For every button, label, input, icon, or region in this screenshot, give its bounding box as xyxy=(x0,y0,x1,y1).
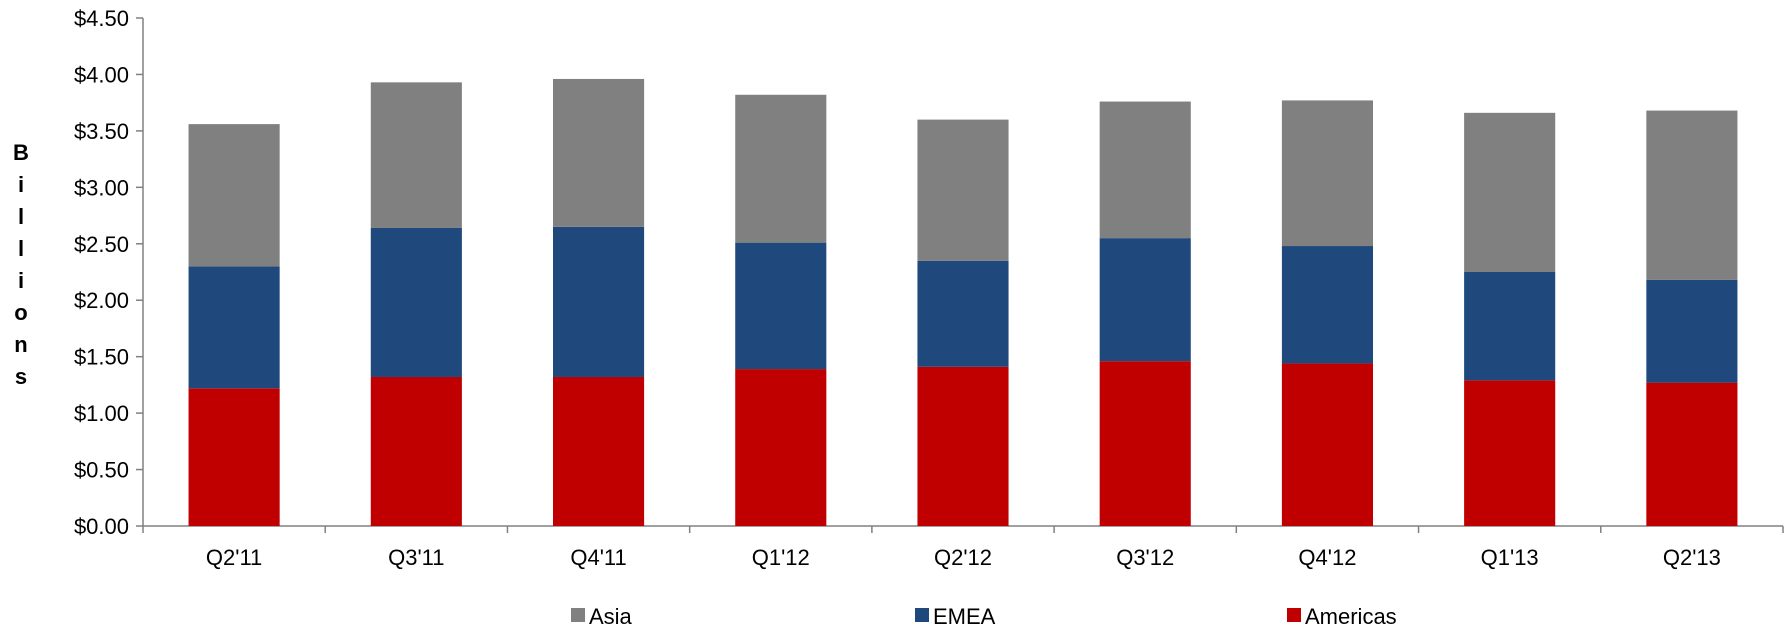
bar-asia-3 xyxy=(735,94,827,243)
x-tick-label: Q3'12 xyxy=(1116,545,1174,570)
bar-americas-7 xyxy=(1464,380,1556,526)
bar-asia-4 xyxy=(917,119,1009,261)
x-axis: Q2'11 Q3'11 Q4'11 Q1'12 Q2'12 Q3'12 Q4'12 Q1'13… xyxy=(142,525,1784,570)
legend-swatch-asia xyxy=(571,608,585,622)
legend-swatch-americas xyxy=(1287,608,1301,622)
y-tick-label: $1.00 xyxy=(74,401,129,426)
bar-americas-2 xyxy=(553,376,645,526)
bar-asia-0 xyxy=(188,124,280,267)
bar-asia-7 xyxy=(1464,112,1556,273)
x-tick-label: Q1'13 xyxy=(1481,545,1539,570)
x-tick-label: Q1'12 xyxy=(752,545,810,570)
bar-asia-6 xyxy=(1281,100,1373,247)
y-tick-label: $2.50 xyxy=(74,232,129,257)
bars xyxy=(188,78,1738,526)
legend-label-americas: Americas xyxy=(1305,604,1397,629)
bar-emea-8 xyxy=(1646,279,1738,383)
bar-emea-1 xyxy=(370,227,462,377)
legend-swatch-emea xyxy=(915,608,929,622)
bar-americas-5 xyxy=(1099,361,1191,526)
bar-asia-8 xyxy=(1646,110,1738,280)
bar-asia-2 xyxy=(553,78,645,227)
bar-emea-2 xyxy=(553,226,645,377)
bar-americas-6 xyxy=(1281,363,1373,526)
legend: Asia EMEA Americas xyxy=(571,604,1397,629)
legend-label-emea: EMEA xyxy=(933,604,996,629)
y-tick-label: $0.50 xyxy=(74,458,129,483)
bar-emea-0 xyxy=(188,266,280,389)
x-tick-label: Q2'11 xyxy=(206,545,262,570)
y-tick-label: $2.00 xyxy=(74,288,129,313)
x-tick-label: Q2'13 xyxy=(1663,545,1721,570)
x-tick-label: Q2'12 xyxy=(934,545,992,570)
bar-asia-1 xyxy=(370,82,462,228)
x-tick-label: Q4'11 xyxy=(570,545,626,570)
y-tick-label: $3.00 xyxy=(74,175,129,200)
y-tick-label: $4.50 xyxy=(74,6,129,31)
x-tick-label: Q4'12 xyxy=(1298,545,1356,570)
y-tick-label: $4.00 xyxy=(74,62,129,87)
bar-americas-1 xyxy=(370,376,462,526)
bar-emea-5 xyxy=(1099,238,1191,362)
bar-emea-6 xyxy=(1281,246,1373,364)
y-tick-label: $3.50 xyxy=(74,119,129,144)
bar-americas-3 xyxy=(735,369,827,526)
bar-emea-3 xyxy=(735,242,827,370)
bar-americas-8 xyxy=(1646,382,1738,526)
y-tick-label: $0.00 xyxy=(74,514,129,539)
bar-americas-4 xyxy=(917,366,1009,526)
bar-asia-5 xyxy=(1099,101,1191,239)
legend-label-asia: Asia xyxy=(589,604,633,629)
bar-emea-7 xyxy=(1464,272,1556,381)
y-axis: $0.00 $0.50 $1.00 $1.50 $2.00 $2.50 $3.00 $3.50… xyxy=(74,6,144,539)
bar-americas-0 xyxy=(188,388,280,526)
x-tick-label: Q3'11 xyxy=(388,545,444,570)
bar-emea-4 xyxy=(917,260,1009,367)
y-tick-label: $1.50 xyxy=(74,345,129,370)
